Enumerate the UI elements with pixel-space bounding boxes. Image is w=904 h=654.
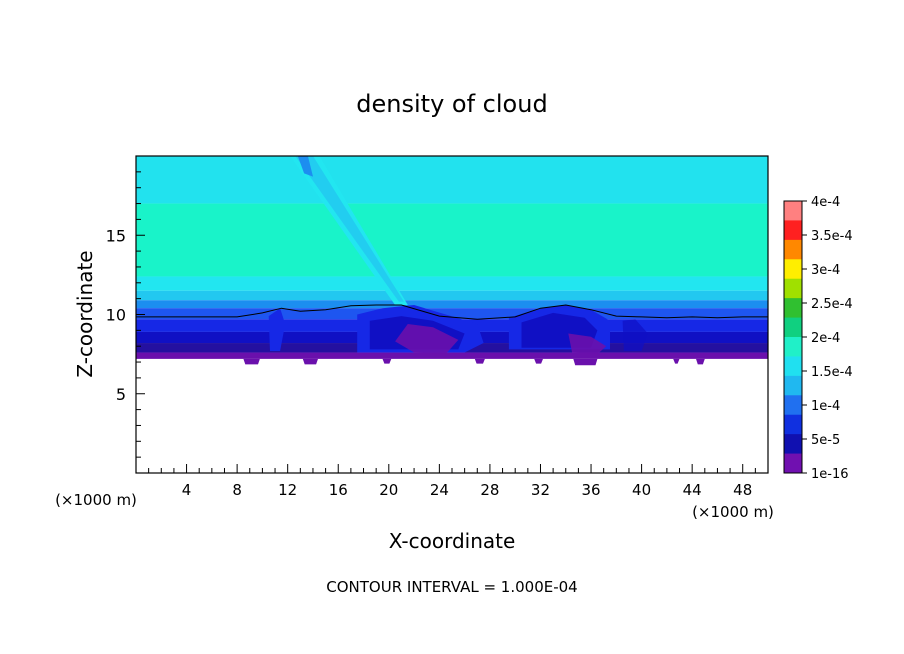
x-tick-label: 36 — [581, 481, 600, 499]
feature-x40 — [622, 319, 648, 351]
colorbar-segment — [784, 298, 802, 319]
x-tick-label: 4 — [182, 481, 192, 499]
colorbar-segment — [784, 239, 802, 260]
contour-interval-note: CONTOUR INTERVAL = 1.000E-04 — [326, 578, 577, 596]
x-tick-label: 20 — [379, 481, 398, 499]
y-tick-label: 15 — [106, 226, 126, 245]
base-bump-3 — [474, 358, 485, 364]
colorbar-label: 1.5e-4 — [811, 365, 853, 380]
y-axis-label: Z-coordinate — [73, 250, 97, 377]
density-band-5 — [136, 308, 768, 320]
x-tick-label: 24 — [430, 481, 449, 499]
base-bump-6 — [673, 358, 680, 364]
colorbar-label: 2e-4 — [811, 331, 840, 346]
plume-tip — [297, 156, 313, 177]
colorbar-label: 5e-5 — [811, 433, 840, 448]
x-tick-label: 44 — [683, 481, 702, 499]
colorbar-segment — [784, 453, 802, 474]
plume-inner — [295, 156, 404, 302]
x-tick-label: 8 — [232, 481, 242, 499]
colorbar-segment — [784, 356, 802, 377]
colorbar-segment — [784, 259, 802, 280]
x-tick-label: 48 — [733, 481, 752, 499]
density-band-0 — [136, 156, 768, 204]
base-bump-2 — [382, 358, 392, 364]
colorbar-segment — [784, 414, 802, 435]
x-tick-label: 12 — [278, 481, 297, 499]
base-bump-5 — [573, 358, 598, 366]
colorbar-segment — [784, 278, 802, 299]
y-axis: 5 10 15 — [106, 171, 145, 458]
density-band-2 — [136, 276, 768, 291]
density-band-4 — [136, 300, 768, 309]
colorbar-segment — [784, 201, 802, 221]
colorbar-label: 3.5e-4 — [811, 229, 853, 244]
cloud-purple-left — [395, 324, 459, 355]
base-bump-1 — [302, 358, 318, 365]
cloud-purple-right — [568, 333, 607, 355]
x-axis-label: X-coordinate — [389, 529, 516, 553]
colorbar-label: 4e-4 — [811, 195, 840, 210]
colorbar-segment — [784, 220, 802, 241]
x-axis: 4 8 12 16 20 24 28 32 36 40 44 48 — [148, 464, 756, 499]
colorbar-label: 1e-4 — [811, 399, 840, 414]
x-tick-label: 32 — [531, 481, 550, 499]
plot-area — [136, 156, 768, 473]
x-tick-label: 16 — [329, 481, 348, 499]
colorbar-segment — [784, 434, 802, 455]
feature-x11 — [268, 308, 286, 351]
colorbar-label: 2.5e-4 — [811, 297, 853, 312]
y-tick-label: 5 — [116, 385, 126, 404]
density-band-1 — [136, 203, 768, 277]
colorbar-segment — [784, 395, 802, 416]
base-bump-4 — [534, 358, 543, 364]
chart-title: density of cloud — [356, 90, 547, 118]
y-tick-label: 10 — [106, 306, 126, 325]
x-tick-label: 40 — [632, 481, 651, 499]
colorbar-segment — [784, 317, 802, 338]
base-bump-0 — [243, 358, 260, 365]
colorbar-segment — [784, 337, 802, 357]
x-unit-right: (×1000 m) — [692, 503, 774, 521]
contour-line — [136, 304, 768, 320]
density-band-9 — [136, 352, 768, 359]
colorbar-label: 3e-4 — [811, 263, 840, 278]
x-unit-left: (×1000 m) — [55, 491, 137, 509]
x-tick-label: 28 — [480, 481, 499, 499]
colorbar: 4e-4 3.5e-4 3e-4 2.5e-4 2e-4 1.5e-4 1e-4 5e-5 1e… — [783, 195, 853, 482]
density-band-3 — [136, 290, 768, 301]
base-bump-7 — [696, 358, 705, 365]
colorbar-label: 1e-16 — [811, 467, 849, 482]
colorbar-segment — [784, 375, 802, 396]
